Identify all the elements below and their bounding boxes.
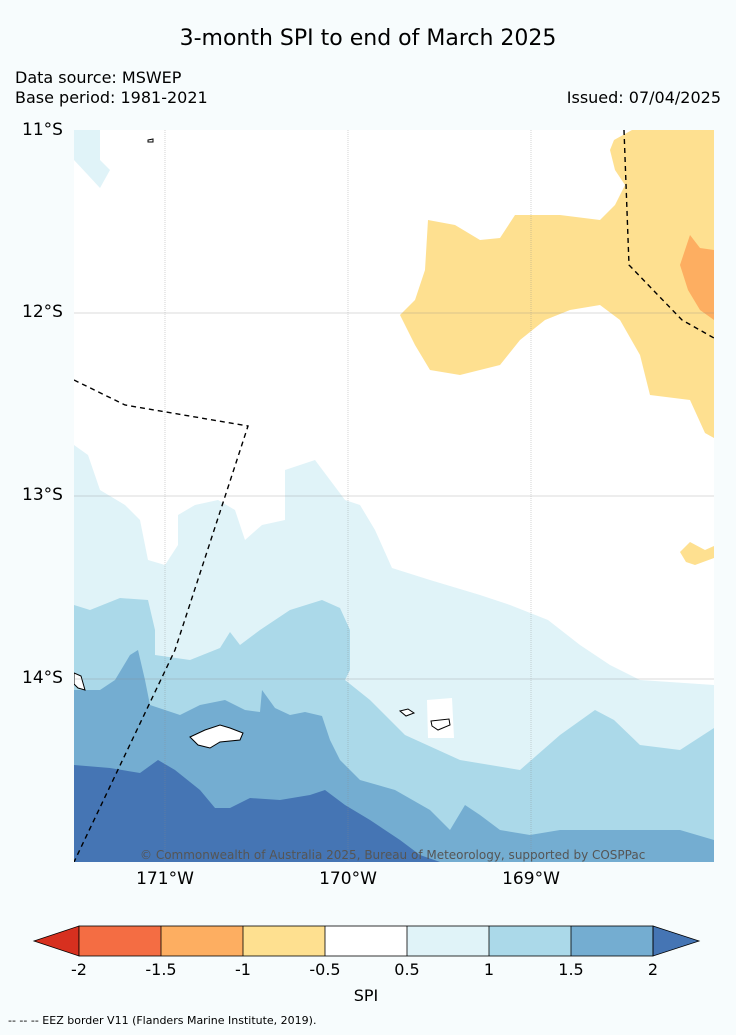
island-tau: [430, 718, 451, 731]
spi-band-minus-1-to-minus-0.5-small: [680, 542, 714, 565]
island-tutuila: [398, 708, 416, 717]
colorbar: [32, 925, 701, 957]
colorbar-title: SPI: [353, 986, 379, 1005]
colorbar-segment: [79, 926, 161, 956]
lat-label: 14°S: [22, 668, 63, 688]
lon-label: 169°W: [502, 869, 560, 889]
spi-band-0.5-1-top: [74, 130, 110, 188]
colorbar-tick-label: 2: [647, 960, 659, 979]
issued-date: Issued: 07/04/2025: [566, 88, 721, 107]
map-title: 3-month SPI to end of March 2025: [179, 26, 557, 51]
eez-legend-note: -- -- -- EEZ border V11 (Flanders Marine…: [8, 1014, 317, 1027]
spi-band-minus-1.5-to-minus-1: [680, 235, 714, 320]
colorbar-frame: [78, 925, 654, 957]
lat-label: 11°S: [22, 120, 63, 140]
colorbar-tick-label: -2: [71, 960, 87, 979]
colorbar-extend-high: [652, 925, 701, 957]
colorbar-tick-label: -1: [235, 960, 251, 979]
spi-band-over-2: [74, 760, 440, 862]
colorbar-segment: [325, 926, 407, 956]
island-upolu: [189, 724, 244, 749]
lon-label: 171°W: [136, 869, 194, 889]
base-period: Base period: 1981-2021: [15, 88, 208, 107]
spi-map: [74, 130, 714, 862]
colorbar-tick-label: 1.5: [558, 960, 584, 979]
gridlines: [74, 130, 714, 862]
data-source: Data source: MSWEP: [15, 68, 182, 87]
colorbar-extend-low: [32, 925, 80, 957]
colorbar-segment: [571, 926, 653, 956]
eez-borders: [74, 130, 714, 862]
lat-label: 12°S: [22, 302, 63, 322]
spi-band-minus-1-to-minus-0.5: [400, 130, 714, 438]
colorbar-tick-label: -0.5: [309, 960, 341, 979]
island-small-1: [147, 138, 154, 143]
lon-label: 170°W: [319, 869, 377, 889]
spi-band-neutral-patch: [427, 698, 454, 738]
colorbar-segment: [407, 926, 489, 956]
colorbar-tick-label: 1: [483, 960, 495, 979]
colorbar-segment: [489, 926, 571, 956]
copyright-notice: © Commonwealth of Australia 2025, Bureau…: [140, 848, 646, 862]
colorbar-tick-label: 0.5: [394, 960, 420, 979]
metadata-block: Data source: MSWEP Base period: 1981-202…: [15, 68, 208, 108]
colorbar-segment: [161, 926, 243, 956]
lat-label: 13°S: [22, 485, 63, 505]
island-small-west: [74, 672, 86, 691]
colorbar-segment: [243, 926, 325, 956]
colorbar-tick-label: -1.5: [145, 960, 177, 979]
